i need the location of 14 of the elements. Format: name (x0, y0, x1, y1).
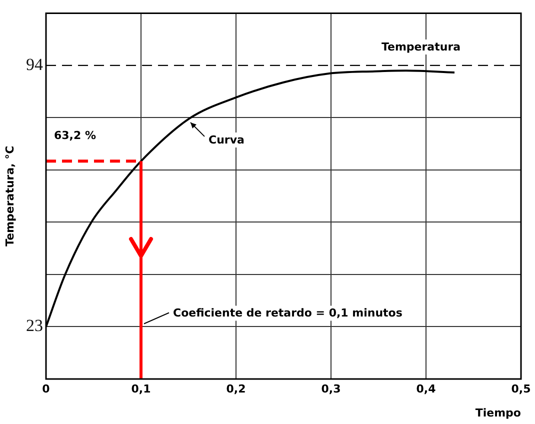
x-tick-label: 0,3 (321, 382, 341, 396)
annotation: Curva (208, 133, 244, 146)
ref-line-label: Coeficiente de retardo = 0,1 minutos (173, 306, 403, 320)
y-tick-label: 94 (26, 54, 44, 74)
x-tick-label: 0,2 (226, 382, 246, 396)
y-tick-label: 23 (26, 316, 43, 336)
x-tick-label: 0,5 (511, 382, 531, 396)
x-axis-title: Tiempo (475, 406, 522, 420)
y-axis-title: Temperatura, °C (3, 146, 16, 246)
x-tick-label: 0,4 (416, 382, 436, 396)
x-tick-label: 0,1 (131, 382, 151, 396)
x-tick-label: 0 (42, 382, 50, 396)
annotation: 63,2 % (54, 129, 96, 142)
ref-line-label: Temperatura (381, 40, 461, 54)
